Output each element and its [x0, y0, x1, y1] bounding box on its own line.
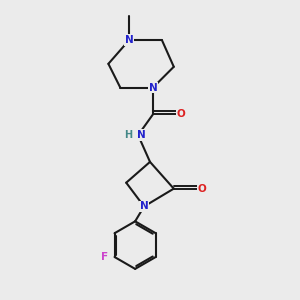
Text: N: N	[140, 202, 148, 212]
Text: O: O	[198, 184, 206, 194]
Text: F: F	[101, 252, 109, 262]
Text: H: H	[124, 130, 133, 140]
Text: N: N	[148, 82, 157, 93]
Text: N: N	[137, 130, 146, 140]
Text: O: O	[177, 109, 186, 119]
Text: N: N	[125, 35, 134, 45]
